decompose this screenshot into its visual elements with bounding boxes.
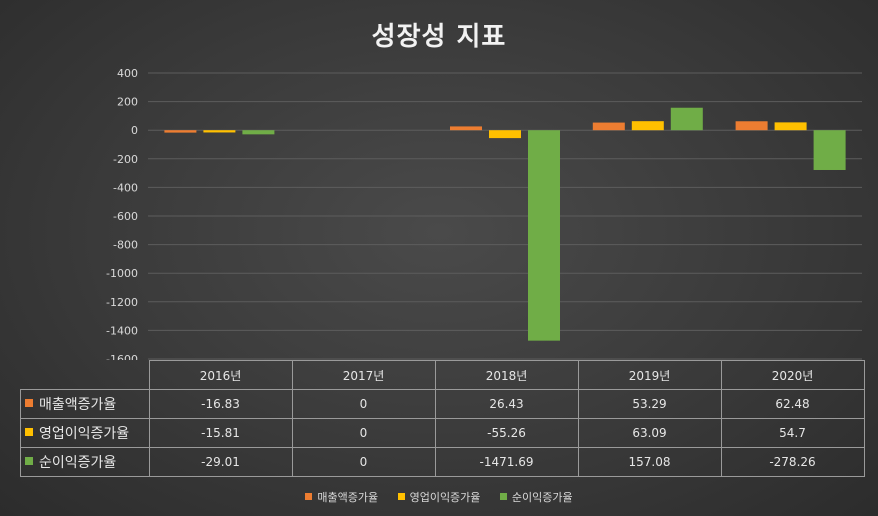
bar-2-2 [528,130,560,341]
data-table-cell: 0 [291,447,436,477]
data-table-series-label: 영업이익증가율 [20,418,150,448]
data-table-series-label: 매출액증가율 [20,389,150,419]
data-table-cell: -29.01 [148,447,293,477]
data-table-cell: -55.26 [434,418,579,448]
legend-label: 순이익증가율 [511,491,573,504]
data-table-cell: 54.7 [720,418,865,448]
legend-item-net: 순이익증가율 [499,489,573,505]
y-tick-label: 400 [117,67,138,80]
data-table-cell: 0 [291,389,436,419]
chart-plot-area: 400 200 0 -200 -400 -600 -800 -1000 -1200 -1400 -1… [106,67,862,360]
data-table-header-row: 2016년 2017년 2018년 2019년 2020년 [21,360,865,390]
data-table-header-2020: 2020년 [720,360,865,390]
data-table-cell: 62.48 [720,389,865,419]
revenue-swatch-icon [25,399,33,407]
data-table-row-revenue: 매출액증가율 -16.83 0 26.43 53.29 62.48 [20,389,865,419]
legend-net-swatch-icon [499,493,507,500]
bar-0-0 [164,130,197,133]
data-table-cell: -15.81 [148,418,293,448]
bar-1-4 [774,122,807,131]
y-tick-label: -1200 [106,296,138,309]
chart-legend: 매출액증가율 영업이익증가율 순이익증가율 [0,489,878,505]
bar-1-2 [489,130,521,139]
bar-1-3 [631,121,664,131]
data-table-cell: 53.29 [577,389,722,419]
legend-label: 매출액증가율 [317,491,379,504]
net-swatch-icon [25,457,33,465]
data-table-cell: -1471.69 [434,447,579,477]
data-table-row-net: 순이익증가율 -29.01 0 -1471.69 157.08 -278.26 [20,447,865,477]
y-tick-label: -800 [113,239,138,252]
y-tick-label: -400 [113,181,138,194]
legend-label: 영업이익증가율 [409,491,481,504]
y-tick-label: 0 [131,124,138,137]
data-table-corner [21,361,150,390]
bar-0-3 [592,122,625,131]
data-table: 2016년 2017년 2018년 2019년 2020년 매출액증가율 -16… [20,360,865,477]
data-table-header-2019: 2019년 [577,360,722,390]
data-table-header-2018: 2018년 [434,360,579,390]
legend-operating-swatch-icon [397,493,405,500]
series-name-operating: 영업이익증가율 [39,426,130,442]
y-tick-label: -200 [113,153,138,166]
bar-2-4 [813,130,846,170]
data-table-series-label: 순이익증가율 [20,447,150,477]
y-tick-label: -600 [113,210,138,223]
y-tick-label: -1000 [106,267,138,280]
bar-0-2 [450,126,482,131]
data-table-cell: 0 [291,418,436,448]
bar-2-3 [670,107,703,131]
data-table-cell: -16.83 [148,389,293,419]
data-table-cell: 157.08 [577,447,722,477]
data-table-cell: -278.26 [720,447,865,477]
series-name-net: 순이익증가율 [39,455,117,471]
y-tick-label: -1600 [106,353,138,360]
bar-0-4 [735,121,768,131]
legend-revenue-swatch-icon [305,493,313,500]
bar-1-0 [203,130,236,133]
data-table-cell: 26.43 [434,389,579,419]
chart-title: 성장성 지표 [371,22,507,52]
series-name-revenue: 매출액증가율 [39,397,117,413]
y-tick-label: 200 [117,96,138,109]
y-tick-label: -1400 [106,324,138,337]
legend-item-operating: 영업이익증가율 [397,489,481,505]
data-table-cell: 63.09 [577,418,722,448]
bar-2-0 [242,130,275,135]
operating-swatch-icon [25,428,33,436]
data-table-header-2016: 2016년 [148,360,293,390]
legend-item-revenue: 매출액증가율 [305,489,378,505]
data-table-header-2017: 2017년 [291,360,436,390]
data-table-row-operating: 영업이익증가율 -15.81 0 -55.26 63.09 54.7 [20,418,865,448]
